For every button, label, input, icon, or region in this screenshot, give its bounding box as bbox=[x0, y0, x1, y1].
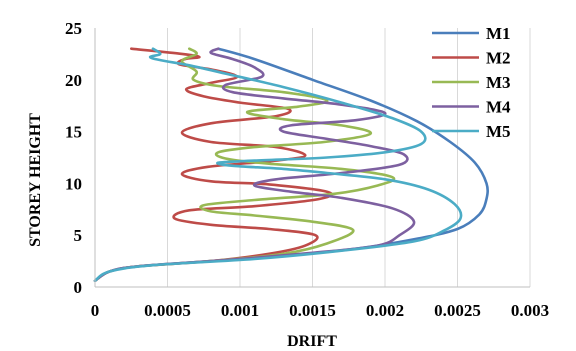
x-tick-labels: 0 0.0005 0.001 0.0015 0.002 0.0025 0.003 bbox=[91, 301, 549, 320]
x-tick-label: 0.002 bbox=[366, 301, 404, 320]
y-axis-title: STOREY HEIGHT bbox=[27, 113, 44, 247]
y-tick-label: 5 bbox=[74, 226, 83, 245]
axes bbox=[94, 28, 530, 288]
x-tick-label: 0.0015 bbox=[289, 301, 336, 320]
y-tick-label: 15 bbox=[65, 123, 82, 142]
series-line-m5 bbox=[93, 47, 463, 283]
legend: M1 M2 M3 M4 M5 bbox=[432, 24, 511, 141]
y-tick-label: 25 bbox=[65, 19, 82, 38]
x-tick-label: 0 bbox=[91, 301, 100, 320]
legend-label-m1: M1 bbox=[486, 24, 511, 43]
legend-label-m2: M2 bbox=[486, 49, 511, 68]
y-tick-label: 20 bbox=[65, 71, 82, 90]
x-tick-label: 0.0005 bbox=[144, 301, 191, 320]
legend-label-m4: M4 bbox=[486, 98, 511, 117]
x-tick-label: 0.001 bbox=[221, 301, 259, 320]
y-tick-label: 10 bbox=[65, 174, 82, 193]
x-axis-title: DRIFT bbox=[287, 333, 337, 350]
legend-label-m3: M3 bbox=[486, 73, 511, 92]
x-tick-label: 0.0025 bbox=[434, 301, 481, 320]
x-tick-label: 0.003 bbox=[511, 301, 549, 320]
y-tick-labels: 0 5 10 15 20 25 bbox=[65, 19, 82, 297]
y-tick-label: 0 bbox=[74, 278, 83, 297]
legend-label-m5: M5 bbox=[486, 122, 511, 141]
series-lines bbox=[93, 47, 489, 283]
